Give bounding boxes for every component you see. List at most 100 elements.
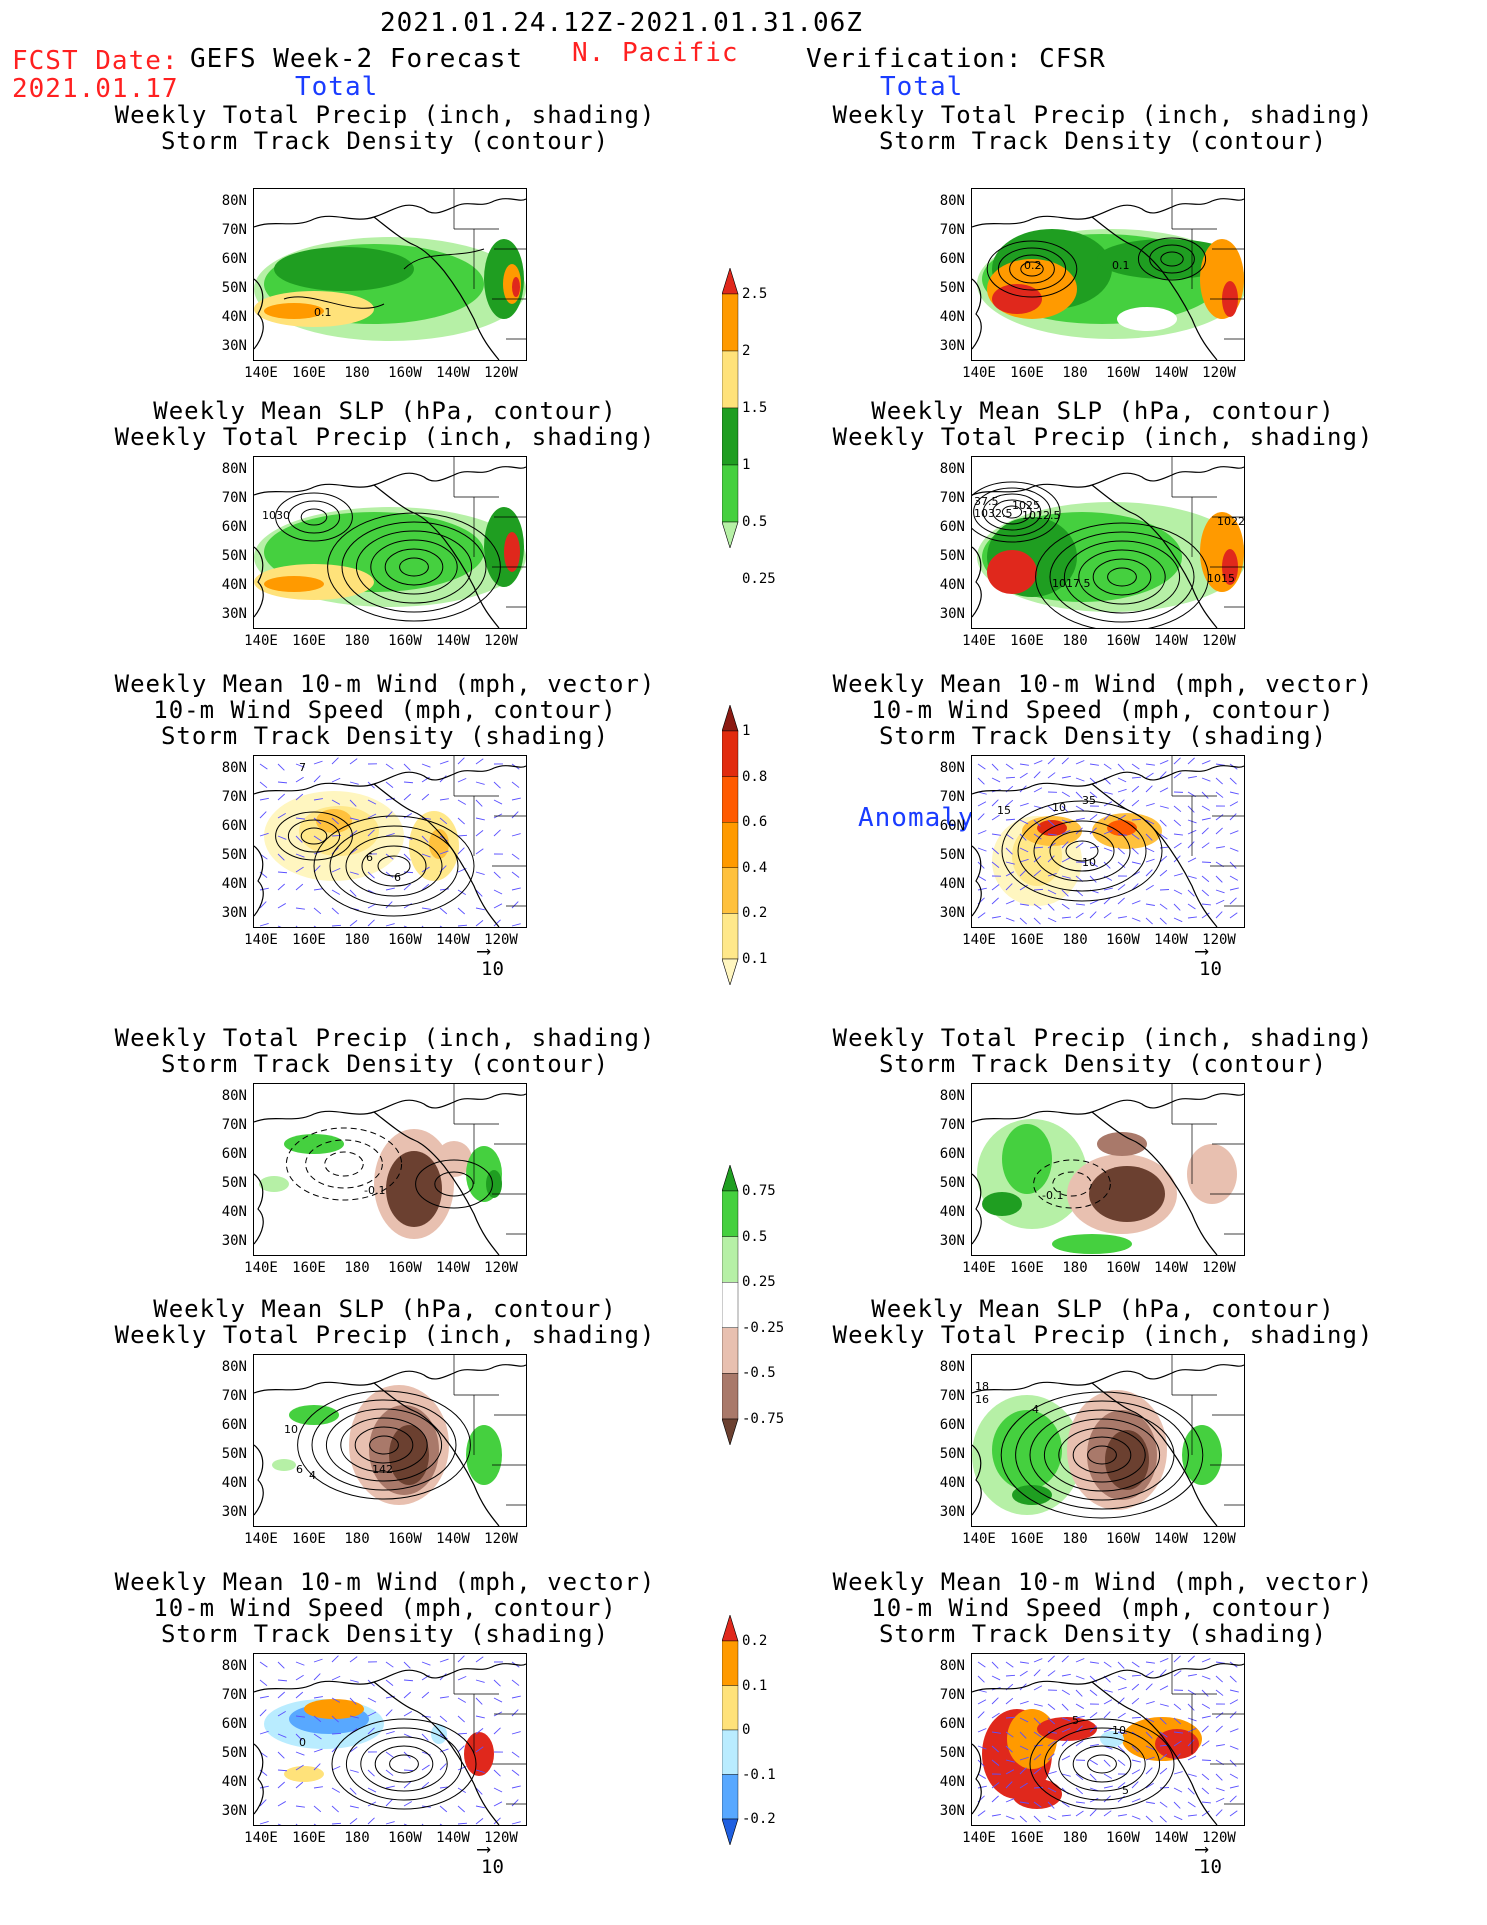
lon-tick: 140E xyxy=(962,365,996,381)
lon-tick: 160E xyxy=(1010,633,1044,649)
lon-tick: 180 xyxy=(344,1531,370,1547)
panel-title-line: Storm Track Density (contour) xyxy=(160,1050,610,1078)
lat-tick: 30N xyxy=(221,606,247,622)
colorbar-label: 0 xyxy=(742,1722,751,1738)
lon-tick: 180 xyxy=(344,1260,370,1276)
lon-tick: 160E xyxy=(1010,1260,1044,1276)
lat-tick: 50N xyxy=(221,280,247,296)
lon-tick: 140W xyxy=(436,633,470,649)
panel-title-line: 10-m Wind Speed (mph, contour) xyxy=(153,1594,617,1622)
right-section-total: Total xyxy=(880,72,964,102)
lon-tick: 120W xyxy=(484,1260,518,1276)
lat-tick: 60N xyxy=(939,1417,965,1433)
lon-tick: 180 xyxy=(1062,932,1088,948)
lat-tick: 80N xyxy=(939,1359,965,1375)
colorbar-label: 0.25 xyxy=(742,1274,776,1291)
lon-tick: 160E xyxy=(292,932,326,948)
lat-tick: 70N xyxy=(939,490,965,506)
lat-tick: 40N xyxy=(221,1204,247,1220)
vector-reference-arrow: ⟶ xyxy=(1196,1838,1208,1860)
vector-reference-arrow: ⟶ xyxy=(1196,940,1208,962)
lon-tick: 160W xyxy=(1106,1830,1140,1846)
contour-label: -0.1 xyxy=(1042,1189,1063,1202)
lon-tick: 140W xyxy=(436,1260,470,1276)
lat-tick: 70N xyxy=(221,1687,247,1703)
vector-reference-label: 10 xyxy=(1199,1856,1222,1878)
lat-tick: 80N xyxy=(221,760,247,776)
map-panel-left-3: 7 6 6 xyxy=(253,755,527,928)
lon-tick: 120W xyxy=(484,932,518,948)
lat-tick: 80N xyxy=(221,193,247,209)
lon-tick: 120W xyxy=(484,1830,518,1846)
panel-title-line: 10-m Wind Speed (mph, contour) xyxy=(871,1594,1335,1622)
right-section-anomaly: Anomaly xyxy=(858,803,975,833)
vector-reference-arrow: ⟶ xyxy=(478,940,490,962)
contour-label: 5 xyxy=(1072,1714,1079,1727)
contour-label: 35 xyxy=(1082,794,1096,807)
contour-label: 15 xyxy=(997,804,1011,817)
lon-tick: 140E xyxy=(962,1830,996,1846)
lon-tick: 120W xyxy=(1202,365,1236,381)
lat-tick: 70N xyxy=(939,1388,965,1404)
lon-tick: 160E xyxy=(1010,1830,1044,1846)
lat-tick: 40N xyxy=(221,1774,247,1790)
lon-tick: 120W xyxy=(1202,1531,1236,1547)
colorbar-label: 2.5 xyxy=(742,286,768,302)
lat-tick: 30N xyxy=(939,1803,965,1819)
colorbar-label: 0.5 xyxy=(742,514,768,530)
lon-tick: 160E xyxy=(292,365,326,381)
contour-label: 6 xyxy=(394,871,401,884)
lon-tick: 160W xyxy=(1106,633,1140,649)
panel-title-line: Weekly Total Precip (inch, shading) xyxy=(114,1321,656,1349)
contour-label: 0.1 xyxy=(1112,259,1130,272)
map-panel-right-3: 15 10 35 10 xyxy=(971,755,1245,928)
lat-tick: 40N xyxy=(221,876,247,892)
lon-tick: 160E xyxy=(1010,932,1044,948)
contour-label: 10 xyxy=(1082,856,1096,869)
colorbar-label: -0.2 xyxy=(742,1811,776,1827)
left-model-title: GEFS Week-2 Forecast xyxy=(190,44,524,74)
panel-title-line: Weekly Total Precip (inch, shading) xyxy=(832,101,1374,129)
colorbar-label: 0.2 xyxy=(742,1633,768,1649)
lat-tick: 70N xyxy=(221,1117,247,1133)
map-panel-right-4: -0.1 xyxy=(971,1083,1245,1256)
lat-tick: 60N xyxy=(939,1716,965,1732)
date-range-title: 2021.01.24.12Z-2021.01.31.06Z xyxy=(380,8,863,38)
contour-label: 16 xyxy=(975,1393,989,1406)
panel-title-line: Weekly Mean 10-m Wind (mph, vector) xyxy=(114,670,656,698)
colorbar-label: 0.25 xyxy=(742,571,776,587)
lon-tick: 140W xyxy=(1154,633,1188,649)
panel-title-line: Storm Track Density (contour) xyxy=(878,127,1328,155)
lat-tick: 50N xyxy=(939,1446,965,1462)
colorbar-label: 0.2 xyxy=(742,905,768,922)
panel-title-line: Weekly Mean 10-m Wind (mph, vector) xyxy=(832,670,1374,698)
lon-tick: 180 xyxy=(344,1830,370,1846)
panel-title-line: Weekly Mean SLP (hPa, contour) xyxy=(153,1295,617,1323)
panel-title-line: Storm Track Density (contour) xyxy=(160,127,610,155)
lat-tick: 50N xyxy=(939,280,965,296)
lon-tick: 140E xyxy=(244,365,278,381)
lon-tick: 160W xyxy=(388,365,422,381)
lat-tick: 30N xyxy=(221,1504,247,1520)
lon-tick: 120W xyxy=(484,1531,518,1547)
panel-title-line: Weekly Total Precip (inch, shading) xyxy=(832,423,1374,451)
lat-tick: 80N xyxy=(221,1359,247,1375)
colorbar-label: 0.8 xyxy=(742,768,768,785)
vector-reference-arrow: ⟶ xyxy=(478,1838,490,1860)
colorbar-label: -0.25 xyxy=(742,1319,785,1336)
lon-tick: 160W xyxy=(388,1260,422,1276)
lon-tick: 180 xyxy=(1062,1260,1088,1276)
colorbar-label: -0.5 xyxy=(742,1365,776,1382)
colorbar-precip_anom xyxy=(721,1163,782,1447)
lat-tick: 40N xyxy=(939,1475,965,1491)
lat-tick: 30N xyxy=(939,606,965,622)
lat-tick: 70N xyxy=(939,1687,965,1703)
lon-tick: 180 xyxy=(1062,633,1088,649)
colorbar-label: 0.1 xyxy=(742,1677,768,1694)
panel-title-line: Weekly Total Precip (inch, shading) xyxy=(114,1024,656,1052)
lat-tick: 30N xyxy=(221,1803,247,1819)
lon-tick: 120W xyxy=(484,633,518,649)
lon-tick: 180 xyxy=(1062,365,1088,381)
lat-tick: 80N xyxy=(221,461,247,477)
panel-title-line: Storm Track Density (shading) xyxy=(160,1620,610,1648)
